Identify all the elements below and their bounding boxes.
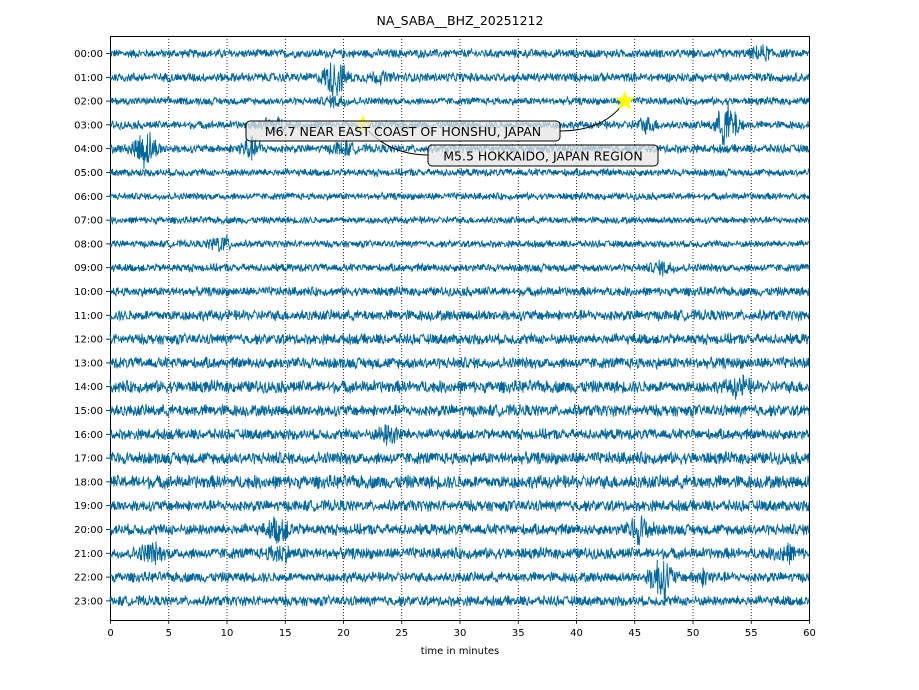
trace-row-1300 <box>109 355 810 371</box>
y-tick-label-0600: 06:00 <box>74 192 103 203</box>
x-tick-label-35: 35 <box>512 628 525 639</box>
y-tick-label-1900: 19:00 <box>74 501 103 512</box>
y-tick-label-1300: 13:00 <box>74 358 103 369</box>
trace-row-2100 <box>109 541 810 565</box>
trace-row-1400 <box>109 373 810 400</box>
y-tick-label-1700: 17:00 <box>74 454 103 465</box>
y-tick-label-0700: 07:00 <box>74 216 103 227</box>
event-label-box-2 <box>427 144 659 167</box>
y-tick-labels: 00:00 01:00 02:00 03:00 04:00 05:00 06:00 07:00… <box>74 49 110 607</box>
x-tick-label-15: 15 <box>279 628 292 639</box>
event-star-1 <box>615 90 635 110</box>
trace-row-2200 <box>109 560 810 600</box>
x-tick-label-30: 30 <box>454 628 467 639</box>
x-ticks: 0 5 10 15 20 25 30 35 40 45 50 55 60 <box>107 620 816 639</box>
trace-row-2300 <box>109 594 810 608</box>
y-tick-label-0300: 03:00 <box>74 120 103 131</box>
event-label-box-1 <box>245 120 561 142</box>
x-tick-label-10: 10 <box>221 628 234 639</box>
y-tick-label-0400: 04:00 <box>74 144 103 155</box>
y-tick-label-1800: 18:00 <box>74 477 103 488</box>
trace-row-1100 <box>109 309 810 323</box>
y-tick-label-0100: 01:00 <box>74 73 103 84</box>
trace-row-0600 <box>109 191 810 202</box>
y-tick-label-2300: 23:00 <box>74 596 103 607</box>
event-label-1: M6.7 NEAR EAST COAST OF HONSHU, JAPAN <box>265 124 541 139</box>
traces-layer <box>109 44 810 608</box>
x-tick-label-60: 60 <box>803 628 816 639</box>
y-tick-label-2000: 20:00 <box>74 525 103 536</box>
trace-row-0000 <box>109 44 810 62</box>
x-tick-label-0: 0 <box>107 628 113 639</box>
trace-row-0800 <box>109 234 810 252</box>
x-tick-label-45: 45 <box>628 628 641 639</box>
y-tick-label-2100: 21:00 <box>74 549 103 560</box>
trace-row-1700 <box>109 450 810 467</box>
y-tick-label-1400: 14:00 <box>74 382 103 393</box>
x-axis-label: time in minutes <box>421 646 500 657</box>
event-annotations: M6.7 NEAR EAST COAST OF HONSHU, JAPAN M5.… <box>245 90 659 167</box>
x-tick-label-25: 25 <box>395 628 408 639</box>
y-tick-label-1000: 10:00 <box>74 287 103 298</box>
x-tick-label-5: 5 <box>166 628 172 639</box>
y-tick-label-0200: 02:00 <box>74 97 103 108</box>
trace-row-0900 <box>109 259 810 277</box>
trace-row-1800 <box>109 473 810 490</box>
y-tick-label-0900: 09:00 <box>74 263 103 274</box>
trace-row-1500 <box>109 403 810 418</box>
x-tick-label-55: 55 <box>745 628 758 639</box>
y-tick-label-0500: 05:00 <box>74 168 103 179</box>
y-tick-label-2200: 22:00 <box>74 573 103 584</box>
grid-layer <box>168 36 752 620</box>
x-tick-label-20: 20 <box>337 628 350 639</box>
x-tick-label-50: 50 <box>687 628 700 639</box>
x-tick-label-40: 40 <box>570 628 583 639</box>
trace-row-1200 <box>109 331 810 346</box>
y-tick-label-1100: 11:00 <box>74 311 103 322</box>
trace-row-2000 <box>109 515 810 546</box>
y-tick-label-0000: 00:00 <box>74 49 103 60</box>
trace-row-1600 <box>109 424 810 446</box>
y-tick-label-1500: 15:00 <box>74 406 103 417</box>
trace-row-0700 <box>109 215 810 226</box>
trace-row-1000 <box>109 285 810 298</box>
trace-row-0100 <box>109 62 810 97</box>
trace-row-0500 <box>109 167 810 178</box>
y-tick-label-1200: 12:00 <box>74 335 103 346</box>
event-label-2: M5.5 HOKKAIDO, JAPAN REGION <box>443 149 642 164</box>
chart-title: NA_SABA__BHZ_20251212 <box>377 13 544 28</box>
y-tick-label-0800: 08:00 <box>74 239 103 250</box>
y-tick-label-1600: 16:00 <box>74 430 103 441</box>
trace-row-1900 <box>109 499 810 513</box>
trace-row-0200 <box>109 95 810 109</box>
